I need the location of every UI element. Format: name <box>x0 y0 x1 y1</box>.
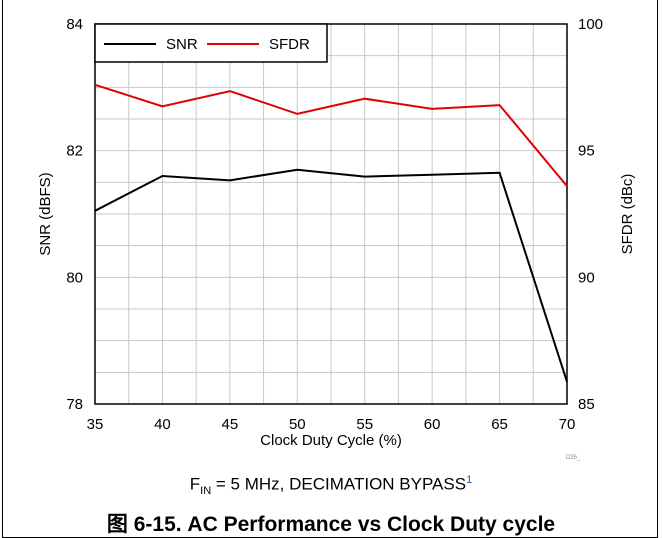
note-text: = 5 MHz, DECIMATION BYPASS <box>211 474 467 494</box>
x-tick-label: 45 <box>222 416 239 433</box>
y-left-tick-label: 78 <box>66 396 83 413</box>
x-axis-label: Clock Duty Cycle (%) <box>260 432 402 449</box>
x-tick-label: 55 <box>356 416 373 433</box>
footnote-link[interactable]: 1 <box>466 474 473 486</box>
test-condition-note: FIN = 5 MHz, DECIMATION BYPASS1 <box>0 474 662 497</box>
y-left-tick-label: 84 <box>66 16 83 33</box>
y-left-tick-label: 80 <box>66 269 83 286</box>
x-tick-label: 60 <box>424 416 441 433</box>
x-tick-label: 40 <box>154 416 171 433</box>
y-left-tick-label: 82 <box>66 143 83 160</box>
figure-caption: 图 6-15. AC Performance vs Clock Duty cyc… <box>106 513 556 536</box>
series-line-sfdr <box>94 83 568 187</box>
y-right-tick-label: 100 <box>578 16 603 33</box>
x-tick-label: 35 <box>87 416 104 433</box>
series-layer <box>94 83 568 383</box>
y-axis-label-left: SNR (dBFS) <box>37 172 54 255</box>
note-subscript: IN <box>200 485 212 498</box>
note-prefix: F <box>189 474 201 494</box>
x-tick-label: 70 <box>559 416 576 433</box>
series-line-snr <box>94 168 568 383</box>
tick-labels: 35 40 45 50 55 60 65 70 78 80 82 84 85 90 95 100 <box>66 16 603 433</box>
y-right-tick-label: 90 <box>578 269 595 286</box>
chart: 35 40 45 50 55 60 65 70 78 80 82 84 85 90 95 100 Clock … <box>37 16 636 449</box>
legend: SNR SFDR <box>94 23 328 63</box>
legend-label-snr: SNR <box>166 36 198 53</box>
plot-area-border <box>94 23 568 405</box>
x-tick-label: 65 <box>491 416 508 433</box>
document-reference: D35_ <box>566 455 581 461</box>
y-right-tick-label: 85 <box>578 396 595 413</box>
grid <box>95 24 567 404</box>
y-right-tick-label: 95 <box>578 143 595 160</box>
legend-label-sfdr: SFDR <box>269 36 310 53</box>
x-tick-label: 50 <box>289 416 306 433</box>
y-axis-label-right: SFDR (dBc) <box>619 174 636 255</box>
